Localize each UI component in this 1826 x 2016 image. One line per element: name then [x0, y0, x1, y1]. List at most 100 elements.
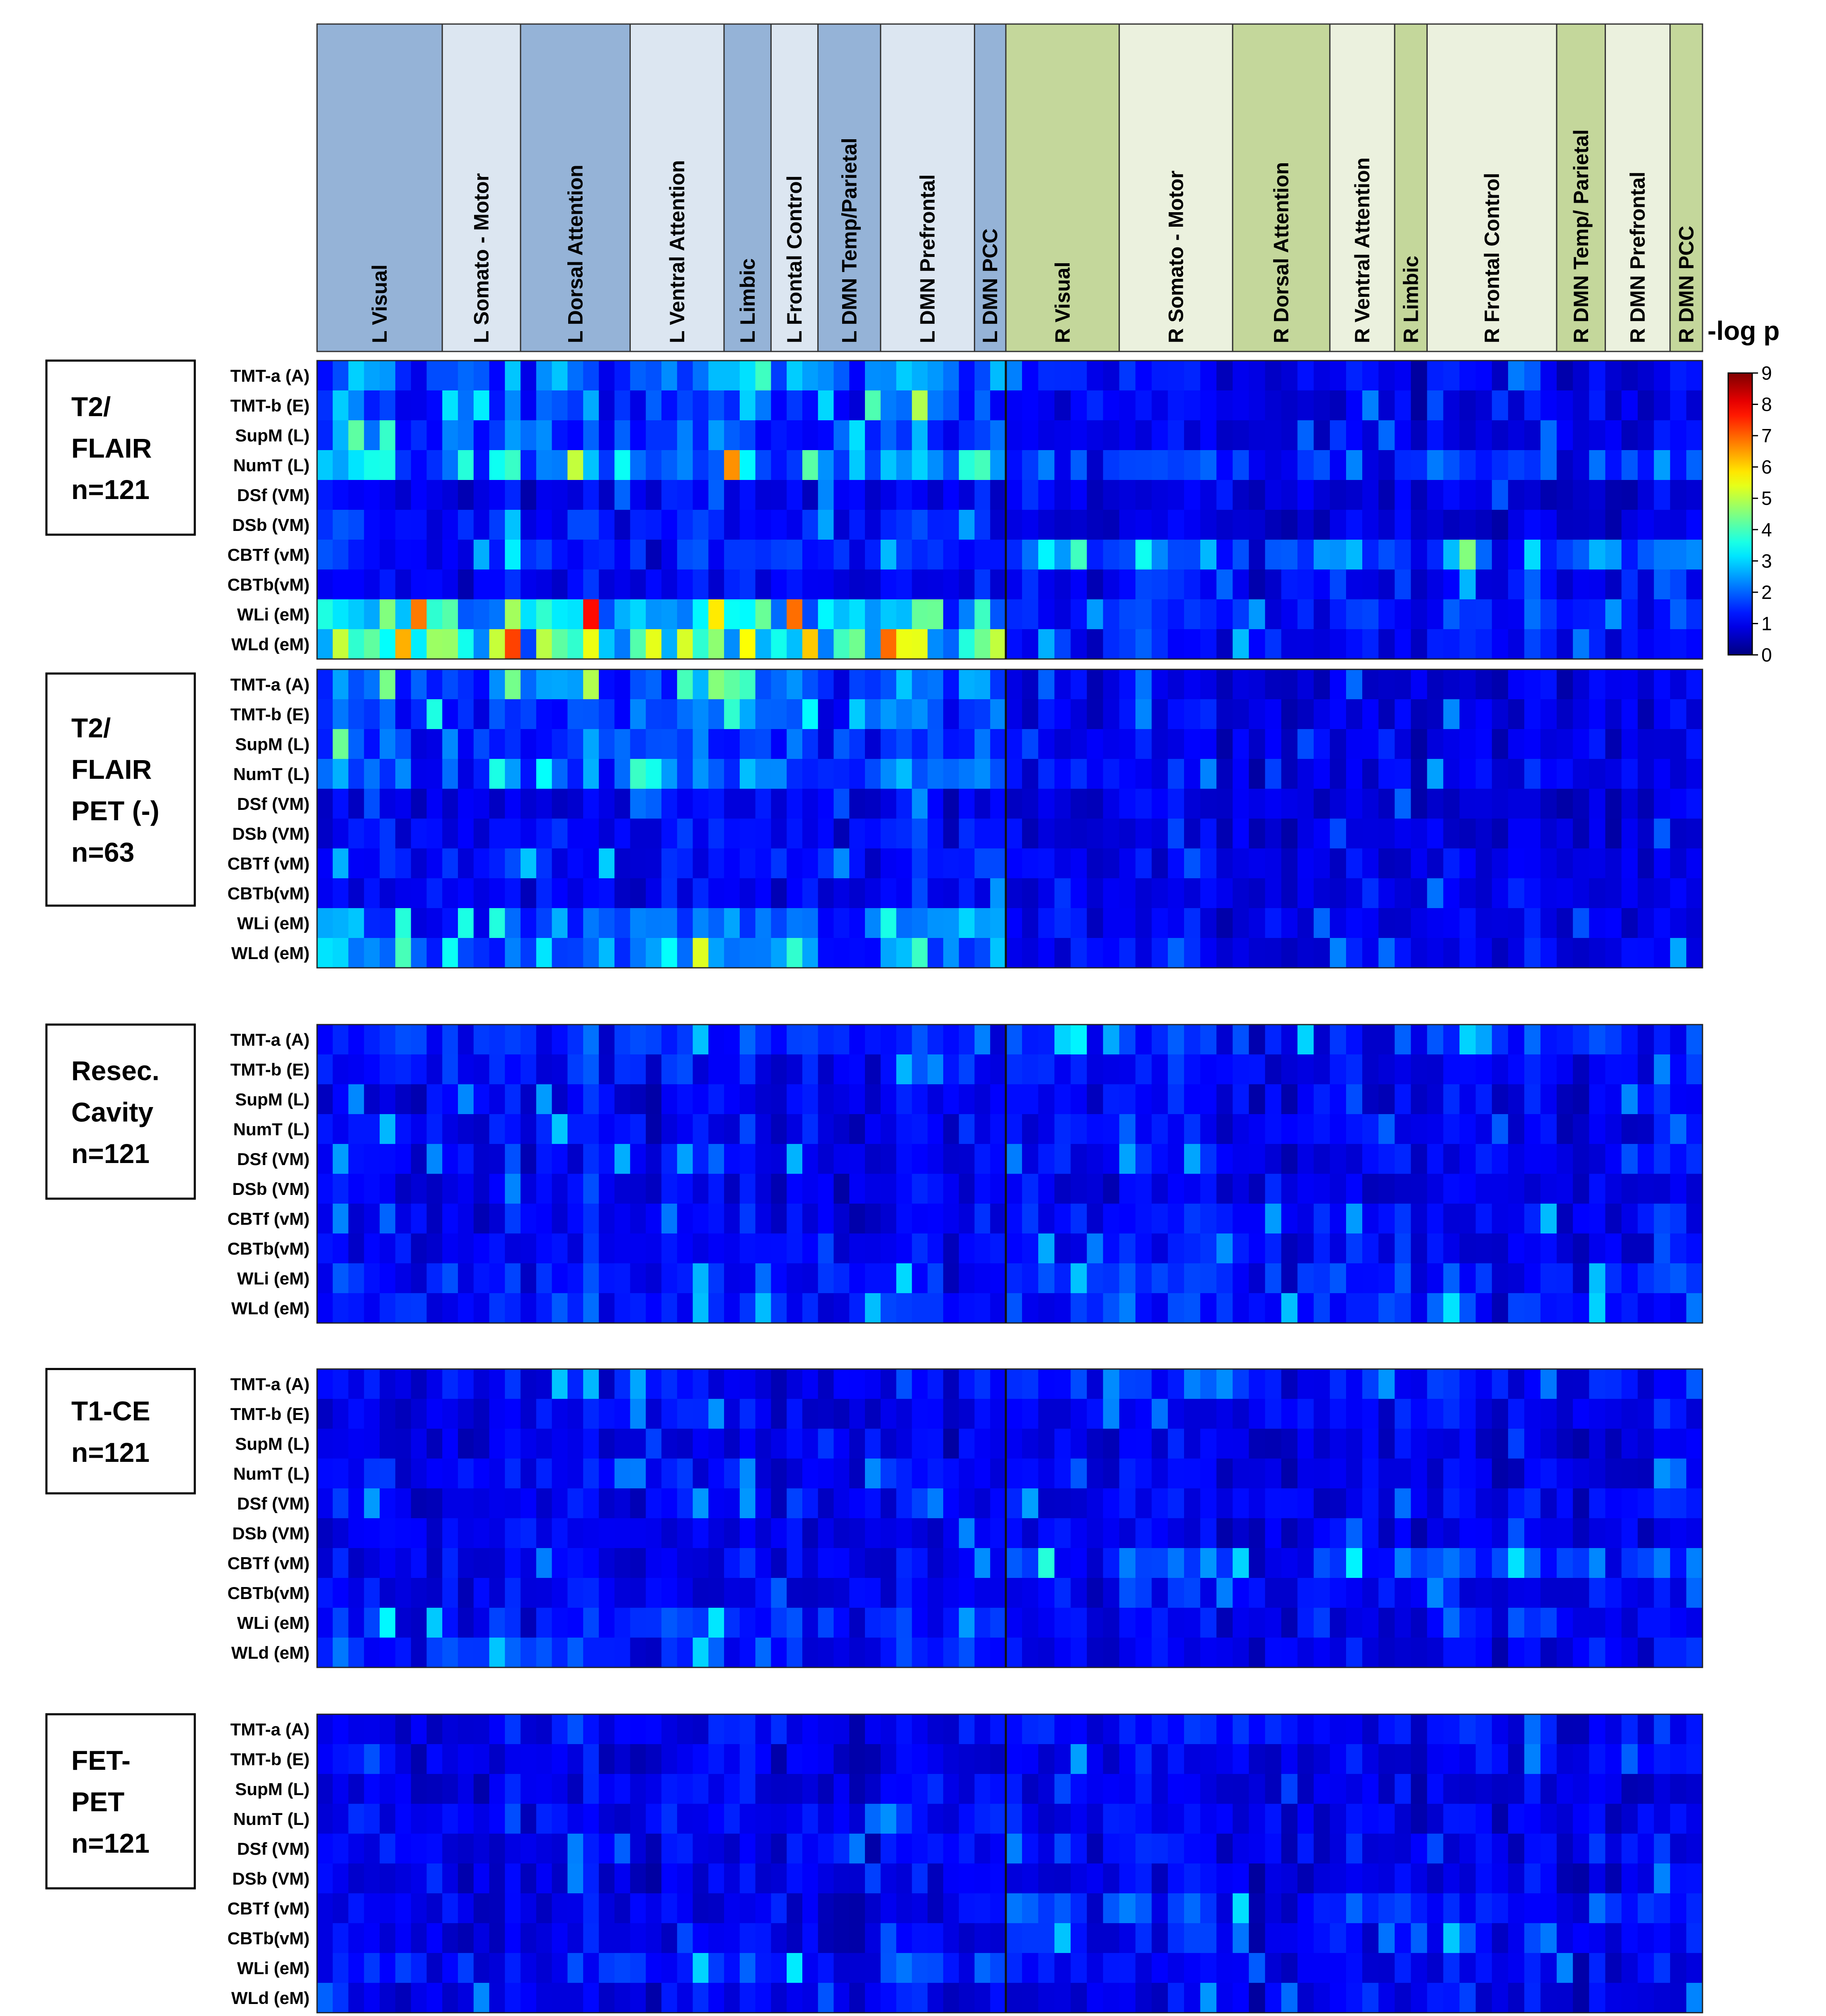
heatmap-cell: [1070, 361, 1087, 391]
heatmap-cell: [332, 819, 349, 849]
heatmap-cell: [1281, 1548, 1298, 1578]
heatmap-cell: [1249, 878, 1266, 909]
heatmap-cell: [317, 1429, 333, 1459]
heatmap-cell: [1670, 1638, 1687, 1668]
heatmap-cell: [1167, 1459, 1184, 1489]
heatmap-cell: [1006, 599, 1022, 630]
heatmap-cell: [1022, 669, 1039, 700]
heatmap-cell: [1119, 669, 1136, 700]
heatmap-cell: [473, 1578, 490, 1608]
heatmap-cell: [1540, 1744, 1557, 1774]
heatmap-cell: [1475, 1369, 1492, 1399]
heatmap-cell: [1443, 629, 1460, 659]
heatmap-cell: [521, 1863, 537, 1894]
heatmap-cell: [802, 1204, 819, 1234]
heatmap-cell: [552, 1714, 568, 1745]
heatmap-cell: [1119, 1834, 1136, 1864]
heatmap-cell: [364, 699, 380, 729]
heatmap-cell: [896, 1953, 913, 1983]
heatmap-cell: [818, 789, 834, 819]
heatmap-cell: [1637, 1608, 1654, 1638]
heatmap-cell: [739, 1459, 756, 1489]
heatmap-cell: [1022, 729, 1039, 759]
heatmap-cell: [1443, 878, 1460, 909]
heatmap-cell: [943, 1459, 959, 1489]
heatmap-cell: [1330, 1638, 1346, 1668]
heatmap-cell: [348, 1744, 365, 1774]
heatmap-cell: [1637, 1744, 1654, 1774]
heatmap-cell: [1557, 1953, 1574, 1983]
heatmap-cell: [1167, 1399, 1184, 1429]
heatmap-cell: [1281, 699, 1298, 729]
heatmap-cell: [1038, 729, 1055, 759]
heatmap-cell: [959, 1025, 975, 1055]
heatmap-cell: [1184, 1578, 1201, 1608]
heatmap-cell: [1637, 1863, 1654, 1894]
heatmap-cell: [646, 1233, 662, 1264]
row-label: CBTb(vM): [228, 575, 310, 594]
heatmap-cell: [1605, 1233, 1622, 1264]
heatmap-cell: [990, 848, 1006, 879]
panel-label-line: Resec.: [71, 1055, 160, 1086]
heatmap-cell: [1637, 540, 1654, 570]
heatmap-cell: [1605, 1054, 1622, 1085]
heatmap-cell: [1686, 729, 1703, 759]
heatmap-cell: [1281, 1204, 1298, 1234]
heatmap-cell: [1184, 1114, 1201, 1144]
heatmap-cell: [912, 1174, 928, 1204]
heatmap-cell: [317, 729, 333, 759]
heatmap-cell: [1589, 1025, 1606, 1055]
heatmap-cell: [1184, 1054, 1201, 1085]
heatmap-cell: [1135, 1638, 1152, 1668]
heatmap-cell: [1070, 390, 1087, 421]
heatmap-cell: [1233, 1774, 1250, 1804]
heatmap-cell: [943, 629, 959, 659]
heatmap-cell: [630, 1578, 647, 1608]
heatmap-cell: [426, 669, 443, 700]
heatmap-cell: [473, 908, 490, 938]
heatmap-cell: [614, 361, 631, 391]
heatmap-cell: [1362, 1025, 1379, 1055]
heatmap-cell: [693, 1025, 709, 1055]
heatmap-cell: [1362, 1233, 1379, 1264]
heatmap-cell: [380, 1714, 396, 1745]
heatmap-cell: [1686, 1459, 1703, 1489]
heatmap-cell: [677, 450, 693, 480]
row-label: DSb (VM): [232, 1524, 310, 1543]
heatmap-cell: [395, 1953, 412, 1983]
heatmap-cell: [1605, 1518, 1622, 1548]
heatmap-cell: [1022, 599, 1039, 630]
heatmap-cell: [598, 599, 615, 630]
heatmap-cell: [693, 878, 709, 909]
heatmap-cell: [567, 1953, 584, 1983]
heatmap-cell: [724, 908, 740, 938]
heatmap-cell: [943, 1025, 959, 1055]
heatmap-cell: [1475, 908, 1492, 938]
heatmap-cell: [1281, 1983, 1298, 2013]
heatmap-cell: [1427, 1834, 1444, 1864]
heatmap-cell: [771, 1293, 787, 1323]
heatmap-cell: [505, 1488, 521, 1519]
heatmap-cell: [1492, 1638, 1509, 1668]
heatmap-cell: [896, 510, 913, 540]
network-band-r-visual: [1005, 23, 1120, 352]
heatmap-cell: [1151, 569, 1168, 600]
heatmap-cell: [943, 819, 959, 849]
heatmap-cell: [1411, 1578, 1428, 1608]
heatmap-cell: [693, 729, 709, 759]
heatmap-cell: [1135, 1084, 1152, 1115]
heatmap-cell: [1249, 1459, 1266, 1489]
heatmap-cell: [1135, 1233, 1152, 1264]
heatmap-cell: [959, 1114, 975, 1144]
heatmap-cell: [708, 1233, 724, 1264]
heatmap-cell: [677, 1084, 693, 1115]
heatmap-cell: [943, 1834, 959, 1864]
heatmap-cell: [411, 390, 427, 421]
heatmap-cell: [943, 1548, 959, 1578]
heatmap-cell: [661, 1983, 678, 2013]
heatmap-cell: [1297, 1399, 1314, 1429]
heatmap-cell: [1670, 569, 1687, 600]
heatmap-cell: [1216, 938, 1233, 968]
heatmap-cell: [1070, 1204, 1087, 1234]
heatmap-cell: [943, 420, 959, 451]
